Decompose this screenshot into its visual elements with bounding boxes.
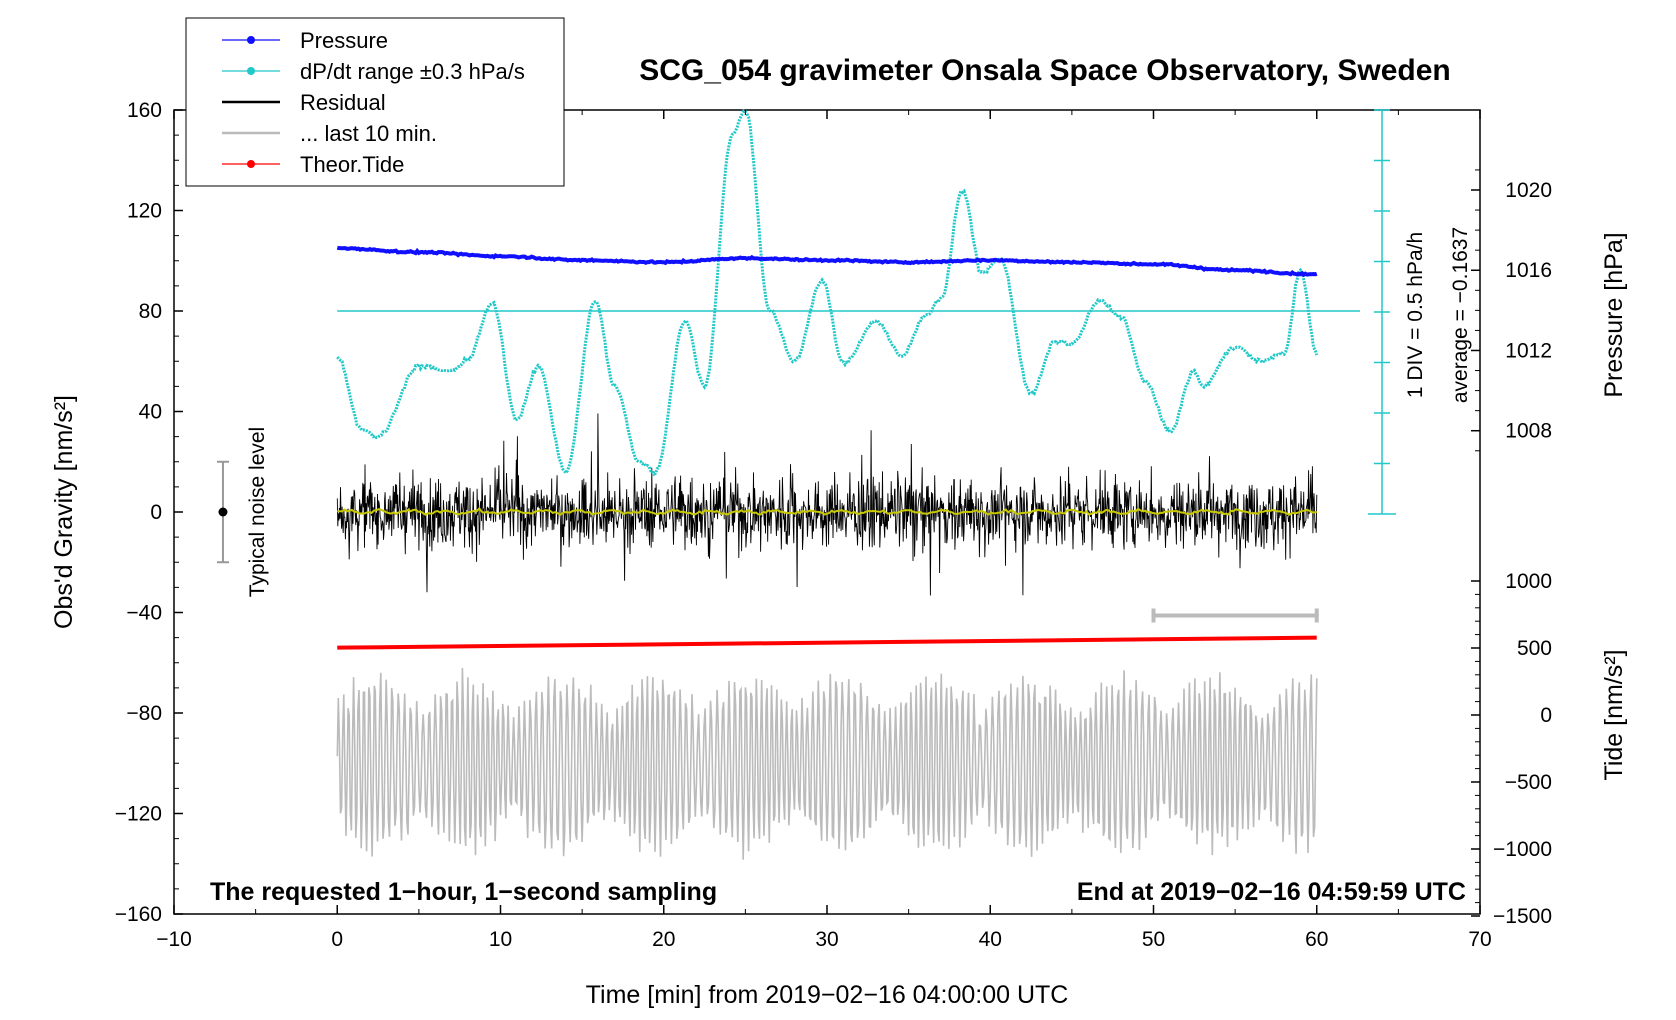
data-layer bbox=[216, 108, 1396, 860]
end-time-annotation: End at 2019−02−16 04:59:59 UTC bbox=[1077, 878, 1466, 906]
legend-entry: dP/dt range ±0.3 hPa/s bbox=[222, 59, 525, 84]
noise-level-label: Typical noise level bbox=[246, 427, 269, 597]
theor-tide-series bbox=[337, 635, 1317, 650]
x-tick-label: 30 bbox=[815, 928, 838, 951]
y-tick-label: 40 bbox=[139, 401, 162, 424]
legend-label: Residual bbox=[300, 90, 386, 115]
legend-entry: Pressure bbox=[222, 28, 388, 53]
noise-bar-center-dot bbox=[218, 507, 228, 517]
x-tick-label: 0 bbox=[331, 928, 343, 951]
tide-axis-label: Tide [nm/s²] bbox=[1600, 649, 1628, 780]
pressure-tick-label: 1020 bbox=[1505, 179, 1552, 202]
x-tick-label: 10 bbox=[489, 928, 512, 951]
pressure-tick-label: 1016 bbox=[1505, 259, 1552, 282]
legend-label: dP/dt range ±0.3 hPa/s bbox=[300, 59, 525, 84]
legend-entry: ... last 10 min. bbox=[222, 121, 437, 146]
y-tick-label: 80 bbox=[139, 300, 162, 323]
legend-label: ... last 10 min. bbox=[300, 121, 437, 146]
sampling-annotation: The requested 1−hour, 1−second sampling bbox=[210, 878, 717, 906]
y-tick-label: −160 bbox=[115, 903, 162, 926]
legend-label: Pressure bbox=[300, 28, 388, 53]
x-tick-label: 40 bbox=[979, 928, 1002, 951]
legend-marker bbox=[247, 67, 255, 75]
x-tick-label: −10 bbox=[156, 928, 192, 951]
pressure-axis-label: Pressure [hPa] bbox=[1600, 232, 1628, 397]
legend-marker bbox=[247, 36, 255, 44]
tide-tick-label: −500 bbox=[1505, 771, 1552, 794]
pressure-tick-label: 1012 bbox=[1505, 339, 1552, 362]
tide-tick-label: 0 bbox=[1540, 704, 1552, 727]
last-10-min-series bbox=[336, 667, 1318, 860]
y-tick-label: −40 bbox=[126, 602, 162, 625]
x-axis-label: Time [min] from 2019−02−16 04:00:00 UTC bbox=[586, 981, 1069, 1009]
pressure-series bbox=[336, 245, 1318, 278]
axes-layer: −10 0 10 20 30 40 50 60 7016012080400−40−80−120−… bbox=[115, 99, 1552, 951]
y-tick-label: 160 bbox=[127, 99, 162, 122]
dpdt-average-label: average = −0.1637 bbox=[1449, 227, 1472, 403]
y-tick-label: −80 bbox=[126, 702, 162, 725]
tide-tick-label: −1500 bbox=[1493, 905, 1552, 928]
y-tick-label: 0 bbox=[150, 501, 162, 524]
legend: Pressure dP/dt range ±0.3 hPa/s Residual..… bbox=[185, 17, 565, 187]
x-tick-label: 50 bbox=[1142, 928, 1165, 951]
residual-mean-series bbox=[337, 506, 1318, 516]
legend-entry: Theor.Tide bbox=[222, 152, 404, 177]
legend-label: Theor.Tide bbox=[300, 152, 404, 177]
legend-entry: Residual bbox=[222, 90, 386, 115]
x-tick-label: 20 bbox=[652, 928, 675, 951]
tide-tick-label: 1000 bbox=[1505, 570, 1552, 593]
y-axis-label: Obs'd Gravity [nm/s²] bbox=[50, 395, 78, 629]
tide-tick-label: 500 bbox=[1517, 637, 1552, 660]
tide-tick-label: −1000 bbox=[1493, 838, 1552, 861]
dpdt-div-label: 1 DIV = 0.5 hPa/h bbox=[1404, 232, 1427, 398]
legend-marker bbox=[247, 160, 255, 168]
y-tick-label: −120 bbox=[115, 803, 162, 826]
y-tick-label: 120 bbox=[127, 200, 162, 223]
pressure-tick-label: 1008 bbox=[1505, 420, 1552, 443]
x-tick-label: 60 bbox=[1305, 928, 1328, 951]
chart-title: SCG_054 gravimeter Onsala Space Observat… bbox=[639, 54, 1451, 87]
residual-series bbox=[336, 413, 1318, 596]
x-tick-label: 70 bbox=[1468, 928, 1491, 951]
